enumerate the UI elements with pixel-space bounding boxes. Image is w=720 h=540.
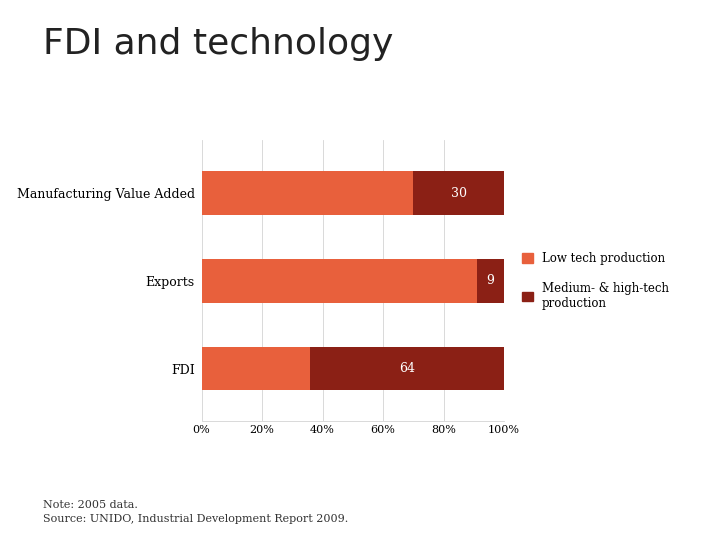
Bar [310,347,504,390]
Bar [202,347,310,390]
Bar [477,259,504,303]
Bar [413,171,504,215]
Legend: Low tech production, Medium- & high-tech
production: Low tech production, Medium- & high-tech… [522,252,669,309]
Bar [202,171,413,215]
Text: 64: 64 [399,362,415,375]
Text: Note: 2005 data.
Source: UNIDO, Industrial Development Report 2009.: Note: 2005 data. Source: UNIDO, Industri… [43,500,348,524]
Bar [202,259,477,303]
Text: FDI and technology: FDI and technology [43,27,394,61]
Text: 30: 30 [451,186,467,200]
Text: 9: 9 [487,274,495,287]
